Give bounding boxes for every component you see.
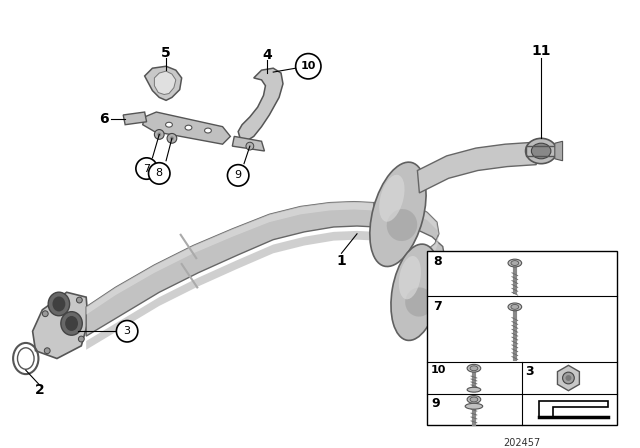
Ellipse shape [467, 364, 481, 372]
Text: 5: 5 [161, 46, 171, 60]
Polygon shape [555, 141, 563, 161]
Text: 9: 9 [235, 170, 242, 181]
Ellipse shape [166, 122, 172, 127]
Circle shape [116, 320, 138, 342]
Circle shape [157, 133, 161, 136]
Ellipse shape [387, 209, 417, 241]
Circle shape [227, 165, 249, 186]
Text: 2: 2 [35, 383, 44, 396]
Polygon shape [417, 142, 536, 193]
Polygon shape [238, 68, 283, 141]
Ellipse shape [467, 396, 481, 403]
Polygon shape [124, 112, 147, 125]
Ellipse shape [470, 366, 478, 370]
Polygon shape [143, 112, 230, 144]
Circle shape [44, 348, 50, 353]
Circle shape [566, 375, 572, 381]
Text: 10: 10 [431, 365, 447, 375]
Circle shape [246, 142, 253, 150]
Text: 10: 10 [301, 61, 316, 71]
Polygon shape [145, 66, 182, 100]
Text: 1: 1 [337, 254, 346, 268]
Ellipse shape [470, 397, 478, 402]
Circle shape [136, 158, 157, 179]
Ellipse shape [525, 138, 557, 164]
Polygon shape [86, 202, 376, 336]
Circle shape [78, 336, 84, 342]
Text: 7: 7 [433, 300, 442, 313]
Text: 3: 3 [124, 326, 131, 336]
Ellipse shape [511, 261, 519, 266]
Ellipse shape [405, 288, 433, 317]
Text: 11: 11 [531, 43, 551, 58]
Ellipse shape [52, 297, 65, 311]
Circle shape [170, 136, 174, 140]
Ellipse shape [61, 312, 83, 335]
Bar [525, 146, 557, 156]
Polygon shape [374, 202, 464, 284]
Ellipse shape [531, 143, 551, 159]
Ellipse shape [48, 292, 70, 316]
Ellipse shape [391, 244, 440, 340]
Ellipse shape [467, 387, 481, 392]
Polygon shape [33, 292, 88, 358]
Text: 8: 8 [156, 168, 163, 178]
Text: 6: 6 [99, 112, 109, 126]
Bar [427, 251, 617, 425]
Ellipse shape [370, 162, 426, 267]
Ellipse shape [205, 128, 211, 133]
Text: 202457: 202457 [503, 439, 540, 448]
Ellipse shape [456, 262, 473, 289]
Circle shape [154, 129, 164, 139]
Ellipse shape [65, 316, 78, 331]
Ellipse shape [185, 125, 192, 130]
Circle shape [148, 163, 170, 184]
Text: 4: 4 [262, 47, 272, 61]
Circle shape [76, 297, 83, 303]
Circle shape [296, 54, 321, 79]
Polygon shape [86, 231, 376, 350]
Circle shape [167, 134, 177, 143]
Ellipse shape [399, 256, 421, 299]
Text: 3: 3 [525, 365, 534, 379]
Polygon shape [154, 71, 176, 95]
Ellipse shape [465, 403, 483, 409]
Ellipse shape [508, 303, 522, 311]
Circle shape [563, 372, 574, 384]
Polygon shape [86, 202, 374, 314]
Polygon shape [374, 202, 468, 303]
Polygon shape [232, 136, 264, 151]
Ellipse shape [511, 305, 519, 309]
Ellipse shape [508, 259, 522, 267]
Text: 8: 8 [433, 255, 442, 268]
Circle shape [452, 301, 458, 307]
Ellipse shape [376, 196, 393, 223]
Polygon shape [432, 279, 516, 322]
Ellipse shape [380, 175, 404, 222]
Circle shape [42, 311, 48, 317]
Text: 9: 9 [431, 396, 440, 409]
Text: 7: 7 [143, 164, 150, 173]
